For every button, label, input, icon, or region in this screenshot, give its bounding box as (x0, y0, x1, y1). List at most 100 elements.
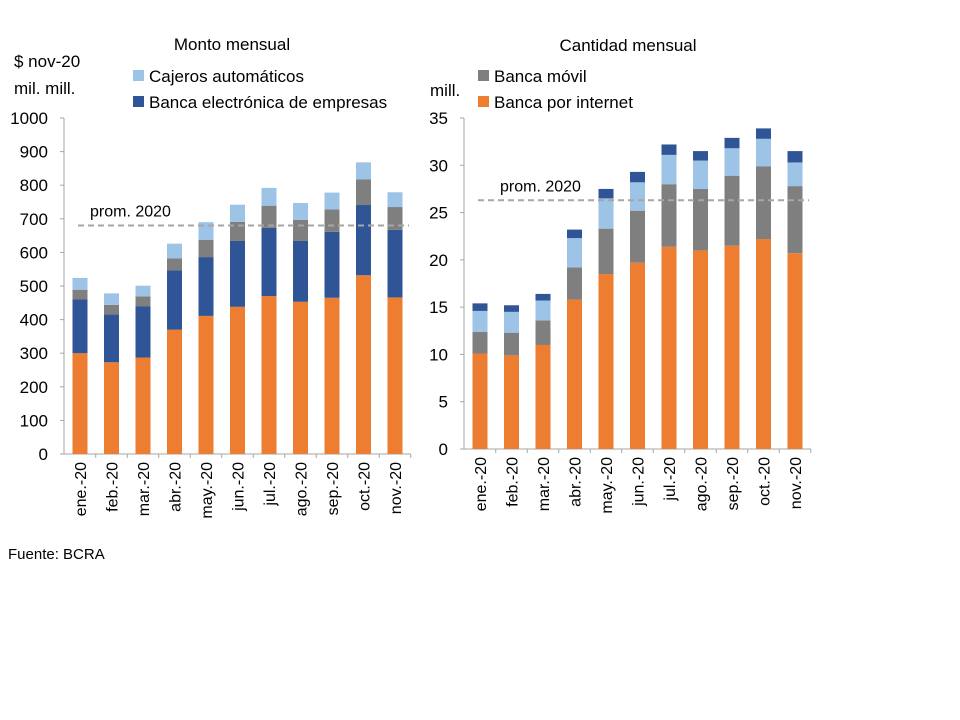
y-tick-label: 10 (429, 345, 448, 364)
bar-internet (724, 245, 740, 449)
y-tick-label: 0 (39, 445, 48, 464)
bar-movil (387, 207, 403, 230)
bar-cajeros (104, 293, 119, 305)
bar-internet (356, 275, 371, 454)
legend-label: Banca electrónica de empresas (149, 93, 387, 112)
x-tick-label: sep.-20 (725, 457, 742, 510)
average-label: prom. 2020 (90, 204, 171, 221)
bar-internet (72, 353, 88, 454)
bar-empresas (104, 314, 119, 363)
x-tick-label: ago.-20 (694, 457, 711, 511)
x-tick-label: mar.-20 (136, 462, 153, 516)
bar-cajeros (230, 204, 245, 222)
bar-internet (230, 306, 245, 454)
bar-movil (693, 188, 708, 251)
y-tick-label: 600 (20, 243, 48, 262)
bar-internet (293, 301, 308, 454)
y-axis-label: mill. (430, 81, 460, 100)
bar-cajeros (693, 160, 708, 189)
y-tick-label: 400 (20, 311, 48, 330)
bar-movil (472, 331, 488, 354)
source-note: Fuente: BCRA (8, 546, 105, 563)
bar-cajeros (387, 192, 403, 208)
legend-label: Banca por internet (494, 93, 633, 112)
y-tick-label: 20 (429, 251, 448, 270)
legend-label: Cajeros automáticos (149, 67, 304, 86)
bar-empresas (756, 128, 771, 139)
bar-movil (756, 166, 771, 240)
x-tick-label: nov.-20 (788, 457, 805, 509)
bar-internet (661, 246, 677, 449)
bar-movil (167, 258, 182, 271)
y-tick-label: 25 (429, 204, 448, 223)
x-tick-label: ene.-20 (473, 457, 490, 511)
bar-movil (787, 186, 803, 254)
legend-swatch (478, 70, 489, 81)
y-tick-label: 35 (429, 109, 448, 128)
bar-empresas (72, 299, 88, 354)
x-tick-label: oct.-20 (357, 462, 374, 511)
x-tick-label: sep.-20 (325, 462, 342, 515)
bar-movil (356, 179, 371, 206)
bar-movil (535, 320, 551, 345)
x-tick-label: nov.-20 (388, 462, 405, 514)
bar-cajeros (261, 187, 277, 206)
legend-swatch (478, 96, 489, 107)
bar-movil (504, 332, 519, 356)
bar-empresas (661, 144, 677, 155)
bar-movil (598, 228, 614, 275)
bar-cajeros (661, 154, 677, 185)
bar-empresas (567, 229, 582, 239)
y-tick-label: 700 (20, 210, 48, 229)
x-tick-label: oct.-20 (757, 457, 774, 506)
bar-internet (472, 353, 488, 449)
bar-internet (167, 329, 182, 454)
bar-cajeros (787, 162, 803, 187)
bar-empresas (387, 229, 403, 298)
bar-empresas (598, 188, 614, 199)
bar-cajeros (135, 285, 151, 297)
bar-internet (104, 362, 119, 454)
y-tick-label: 0 (439, 440, 448, 459)
bar-cajeros (567, 238, 582, 268)
y-tick-label: 15 (429, 298, 448, 317)
bar-internet (756, 239, 771, 449)
bar-internet (504, 355, 519, 449)
bar-empresas (724, 137, 740, 149)
bar-cajeros (293, 203, 308, 220)
x-tick-label: abr.-20 (568, 457, 585, 507)
bar-movil (72, 289, 88, 300)
y-tick-label: 1000 (10, 109, 48, 128)
bar-cajeros (356, 162, 371, 180)
bar-cajeros (167, 243, 182, 259)
y-axis-label: mil. mill. (14, 79, 75, 98)
bar-empresas (787, 151, 803, 163)
bar-cajeros (72, 277, 88, 290)
x-tick-label: ago.-20 (294, 462, 311, 516)
y-tick-label: 300 (20, 344, 48, 363)
chart-title: Monto mensual (174, 35, 290, 54)
bar-movil (293, 219, 308, 241)
x-tick-label: feb.-20 (505, 457, 522, 507)
bar-internet (324, 297, 340, 454)
average-label: prom. 2020 (500, 178, 581, 195)
bar-empresas (693, 151, 708, 161)
bar-cajeros (598, 198, 614, 229)
y-tick-label: 30 (429, 156, 448, 175)
bar-empresas (472, 303, 488, 311)
bar-empresas (261, 227, 277, 297)
x-tick-label: ene.-20 (73, 462, 90, 516)
x-tick-label: feb.-20 (105, 462, 122, 512)
x-tick-label: mar.-20 (536, 457, 553, 511)
bar-empresas (293, 240, 308, 302)
bar-internet (630, 262, 645, 449)
bar-movil (135, 296, 151, 307)
bar-cajeros (198, 222, 214, 240)
y-tick-label: 500 (20, 277, 48, 296)
bar-movil (261, 205, 277, 228)
bar-cajeros (756, 138, 771, 167)
x-tick-label: jun.-20 (631, 457, 648, 507)
bar-empresas (356, 205, 371, 276)
chart-title: Cantidad mensual (559, 36, 696, 55)
